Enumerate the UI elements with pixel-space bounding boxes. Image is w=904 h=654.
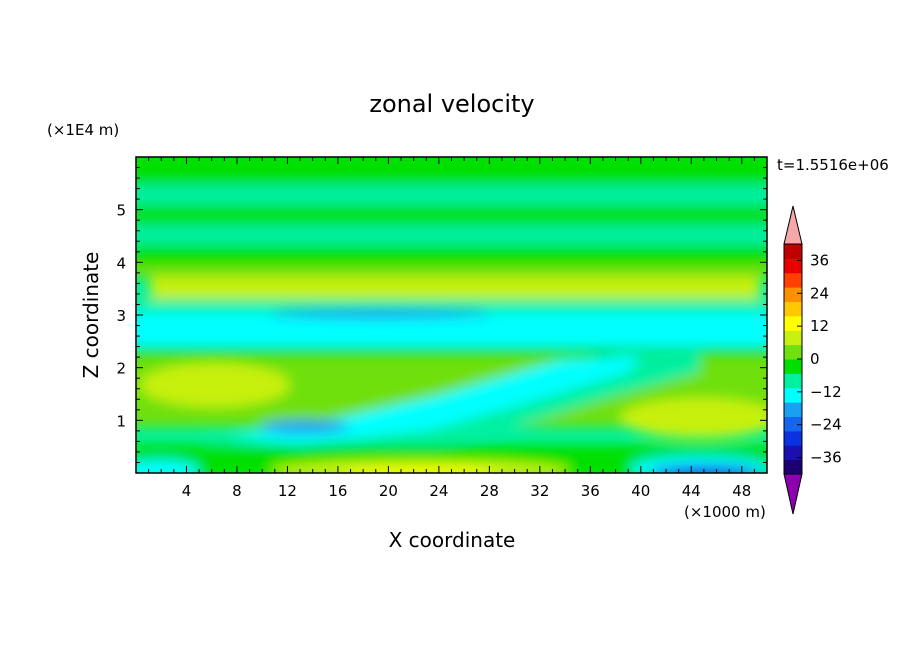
colorbar-segment bbox=[784, 315, 802, 331]
x-tick-label: 40 bbox=[631, 482, 650, 500]
x-tick-label: 16 bbox=[328, 482, 347, 500]
x-tick-label: 44 bbox=[682, 482, 701, 500]
y-axis-ticks: 1 2 3 4 5 bbox=[116, 167, 767, 463]
band-positive-jet bbox=[150, 277, 760, 299]
y-tick-label: 5 bbox=[116, 202, 126, 220]
surface-minimum bbox=[650, 465, 760, 473]
colorbar-segment bbox=[784, 258, 802, 274]
colorbar: 36 24 12 0 −12 −24 −36 bbox=[783, 205, 842, 515]
x-unit-label: (×1000 m) bbox=[684, 503, 766, 521]
band-weak bbox=[136, 245, 767, 265]
band-negative-jet bbox=[136, 312, 767, 347]
colorbar-tick-label: 24 bbox=[810, 284, 829, 302]
colorbar-tick-label: −12 bbox=[810, 383, 842, 401]
band-upper-seagreen bbox=[136, 185, 767, 205]
colorbar-segment bbox=[784, 244, 802, 259]
x-tick-label: 36 bbox=[581, 482, 600, 500]
x-tick-label: 48 bbox=[732, 482, 751, 500]
band-mid-green bbox=[136, 205, 767, 225]
x-axis-ticks: 4 8 12 16 20 24 28 32 36 40 44 48 bbox=[148, 157, 755, 500]
y-tick-label: 3 bbox=[116, 307, 126, 325]
field-bands bbox=[136, 157, 767, 473]
colorbar-under-arrow bbox=[783, 473, 803, 515]
negative-jet-core bbox=[270, 309, 490, 319]
lower-positive-core-right bbox=[620, 398, 767, 438]
colorbar-over-arrow bbox=[783, 205, 803, 245]
surface-negative bbox=[136, 460, 200, 473]
colorbar-segment bbox=[784, 430, 802, 446]
colorbar-tick-label: 36 bbox=[810, 251, 829, 269]
band-cool bbox=[136, 225, 767, 245]
band-upper-green bbox=[136, 157, 767, 185]
colorbar-tick-label: −24 bbox=[810, 416, 842, 434]
colorbar-tick-label: 12 bbox=[810, 317, 829, 335]
colorbar-segment bbox=[784, 373, 802, 389]
band-light-green bbox=[136, 265, 767, 277]
colorbar-segment bbox=[784, 330, 802, 346]
x-tick-label: 8 bbox=[232, 482, 242, 500]
chart-title: zonal velocity bbox=[369, 90, 534, 118]
contour-field bbox=[136, 157, 767, 473]
colorbar-segment bbox=[784, 344, 802, 360]
y-tick-label: 1 bbox=[116, 412, 126, 430]
x-tick-label: 32 bbox=[530, 482, 549, 500]
x-axis-label: X coordinate bbox=[389, 528, 516, 552]
colorbar-segment bbox=[784, 387, 802, 403]
near-surface-jet bbox=[270, 460, 570, 473]
x-tick-label: 28 bbox=[480, 482, 499, 500]
colorbar-segment bbox=[784, 301, 802, 317]
colorbar-tick-label: −36 bbox=[810, 449, 842, 467]
near-surface-jet-core bbox=[341, 468, 499, 473]
y-unit-label: (×1E4 m) bbox=[47, 121, 119, 139]
band-mid-edge bbox=[136, 347, 767, 357]
time-label: t=1.5516e+06 bbox=[777, 156, 889, 174]
y-tick-label: 2 bbox=[116, 360, 126, 378]
colorbar-segment bbox=[784, 459, 802, 475]
colorbar-segment bbox=[784, 359, 802, 374]
colorbar-segment bbox=[784, 445, 802, 461]
x-tick-label: 20 bbox=[379, 482, 398, 500]
negative-tongue-core bbox=[260, 420, 350, 434]
x-tick-label: 12 bbox=[278, 482, 297, 500]
colorbar-segment bbox=[784, 402, 802, 417]
colorbar-segment bbox=[784, 272, 802, 288]
colorbar-segment bbox=[784, 287, 802, 302]
colorbar-segment bbox=[784, 416, 802, 432]
x-tick-label: 4 bbox=[182, 482, 192, 500]
band-negative-jet-edge bbox=[136, 300, 767, 312]
lower-positive-core-left bbox=[140, 363, 290, 407]
y-tick-label: 4 bbox=[116, 254, 126, 272]
colorbar-tick-label: 0 bbox=[810, 350, 820, 368]
y-axis-label: Z coordinate bbox=[79, 252, 103, 379]
x-tick-label: 24 bbox=[429, 482, 448, 500]
